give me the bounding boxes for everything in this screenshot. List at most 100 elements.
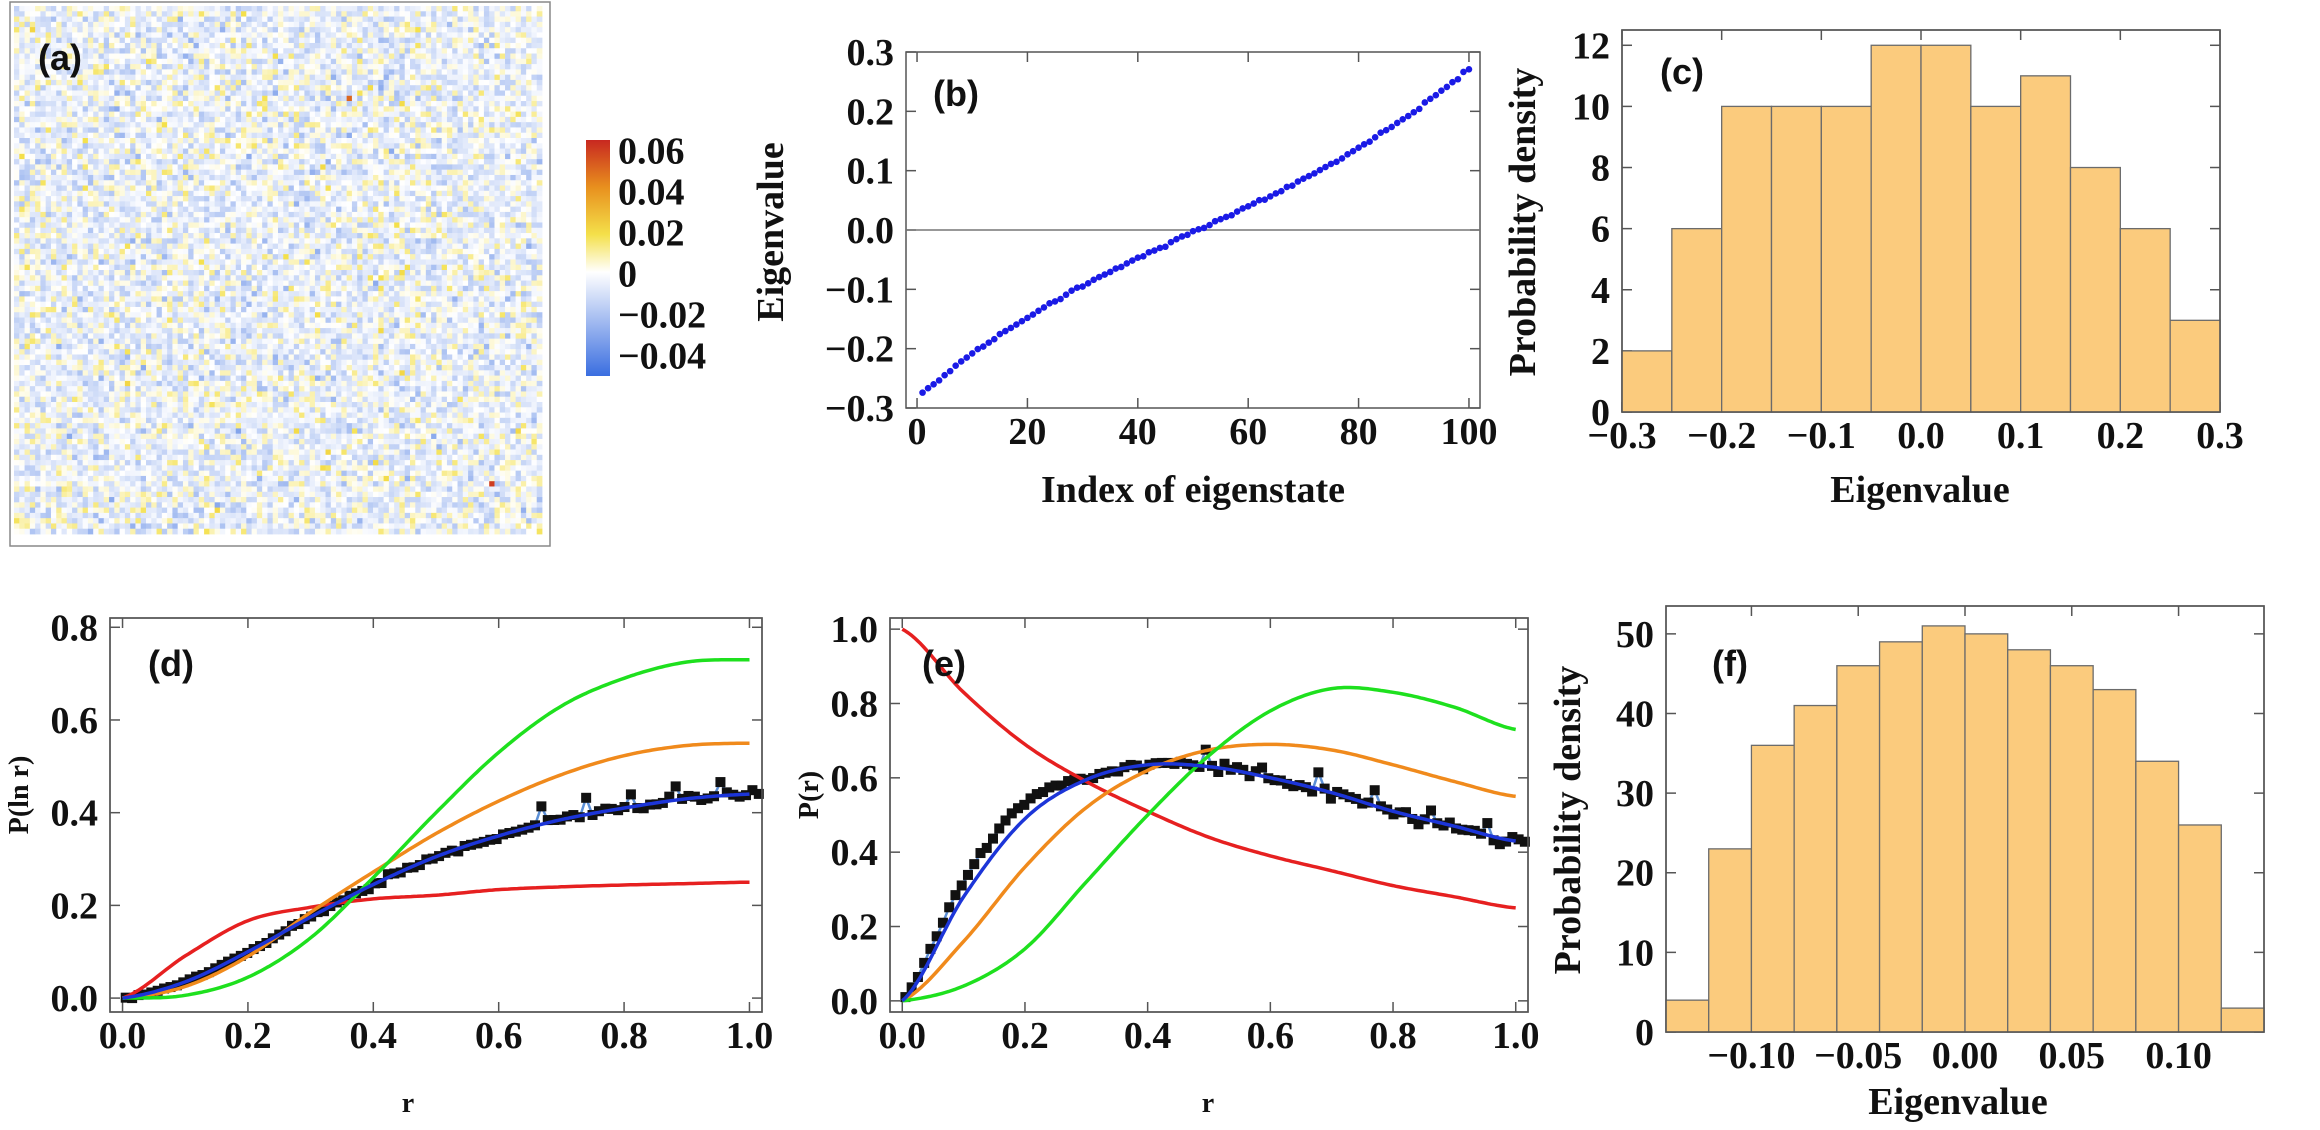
- heatmap-cell: [362, 190, 369, 197]
- heatmap-cell: [351, 53, 358, 60]
- heatmap-cell: [499, 143, 506, 149]
- heatmap-cell: [262, 11, 268, 17]
- heatmap-cell: [204, 185, 210, 192]
- heatmap-cell: [19, 42, 25, 49]
- heatmap-cell: [262, 79, 268, 86]
- heatmap-cell: [452, 90, 458, 97]
- heatmap-cell: [177, 64, 184, 70]
- heatmap-cell: [278, 106, 284, 112]
- heatmap-cell: [198, 27, 205, 33]
- heatmap-cell: [146, 74, 152, 81]
- heatmap-cell: [161, 74, 168, 81]
- heatmap-cell: [378, 101, 384, 107]
- heatmap-cell: [288, 111, 295, 118]
- heatmap-cell: [383, 122, 390, 128]
- heatmap-cell: [198, 153, 205, 160]
- heatmap-cell: [188, 222, 194, 229]
- heatmap-cell: [452, 85, 458, 91]
- heatmap-cell: [404, 53, 411, 60]
- heatmap-cell: [35, 159, 41, 165]
- heatmap-cell: [457, 37, 464, 44]
- heatmap-cell: [357, 174, 363, 181]
- heatmap-cell: [478, 32, 485, 39]
- heatmap-cell: [526, 143, 532, 149]
- heatmap-cell: [399, 138, 406, 144]
- heatmap-cell: [325, 254, 332, 260]
- heatmap-cell: [478, 90, 485, 97]
- heatmap-cell: [87, 16, 94, 23]
- heatmap-cell: [299, 48, 305, 54]
- heatmap-cell: [188, 254, 194, 260]
- heatmap-cell: [367, 238, 374, 244]
- heatmap-cell: [531, 211, 538, 218]
- heatmap-cell: [494, 164, 501, 171]
- heatmap-cell: [336, 16, 342, 23]
- heatmap-cell: [172, 164, 179, 171]
- heatmap-cell: [35, 164, 41, 171]
- heatmap-cell: [431, 238, 437, 244]
- heatmap-cell: [309, 174, 316, 181]
- heatmap-cell: [367, 64, 374, 70]
- heatmap-cell: [494, 227, 501, 234]
- heatmap-cell: [193, 238, 200, 244]
- heatmap-cell: [346, 53, 353, 60]
- heatmap-cell: [278, 27, 284, 33]
- heatmap-cell: [19, 48, 25, 54]
- heatmap-cell: [410, 211, 416, 218]
- heatmap-cell: [531, 153, 538, 160]
- heatmap-cell: [109, 238, 115, 244]
- heatmap-cell: [225, 138, 231, 144]
- heatmap-cell: [288, 180, 295, 186]
- heatmap-cell: [66, 101, 73, 107]
- heatmap-cell: [103, 11, 110, 17]
- heatmap-cell: [346, 79, 353, 86]
- heatmap-cell: [425, 169, 432, 176]
- heatmap-cell: [87, 185, 94, 192]
- heatmap-cell: [219, 6, 226, 12]
- heatmap-cell: [536, 243, 543, 250]
- heatmap-cell: [367, 201, 374, 208]
- heatmap-cell: [462, 222, 469, 229]
- heatmap-cell: [531, 6, 538, 12]
- heatmap-cell: [146, 201, 152, 208]
- heatmap-cell: [473, 90, 480, 97]
- heatmap-cell: [56, 21, 62, 28]
- heatmap-cell: [214, 254, 221, 260]
- heatmap-cell: [209, 238, 216, 244]
- heatmap-cell: [172, 217, 179, 223]
- heatmap-cell: [383, 16, 390, 23]
- heatmap-cell: [29, 69, 36, 76]
- heatmap-cell: [351, 174, 358, 181]
- heatmap-cell: [29, 233, 36, 239]
- heatmap-cell: [505, 238, 511, 244]
- heatmap-cell: [473, 138, 480, 144]
- heatmap-cell: [293, 69, 300, 76]
- heatmap-cell: [225, 201, 231, 208]
- heatmap-cell: [246, 227, 252, 234]
- heatmap-cell: [420, 238, 427, 244]
- heatmap-cell: [457, 58, 464, 65]
- heatmap-cell: [251, 42, 258, 49]
- heatmap-cell: [45, 11, 52, 17]
- heatmap-cell: [219, 143, 226, 149]
- heatmap-cell: [124, 201, 131, 208]
- heatmap-cell: [256, 106, 263, 112]
- heatmap-cell: [140, 206, 147, 213]
- heatmap-cell: [182, 27, 189, 33]
- heatmap-cell: [130, 27, 136, 33]
- heatmap-cell: [193, 259, 200, 266]
- heatmap-cell: [441, 259, 448, 266]
- heatmap-cell: [431, 42, 437, 49]
- heatmap-cell: [299, 132, 305, 139]
- heatmap-cell: [536, 254, 543, 260]
- heatmap-cell: [225, 48, 231, 54]
- heatmap-cell: [489, 53, 495, 60]
- heatmap-cell: [468, 143, 474, 149]
- heatmap-cell: [320, 127, 326, 134]
- heatmap-cell: [156, 53, 163, 60]
- heatmap-cell: [135, 90, 142, 97]
- heatmap-cell: [309, 238, 316, 244]
- heatmap-cell: [209, 164, 216, 171]
- heatmap-cell: [357, 233, 363, 239]
- heatmap-cell: [404, 64, 411, 70]
